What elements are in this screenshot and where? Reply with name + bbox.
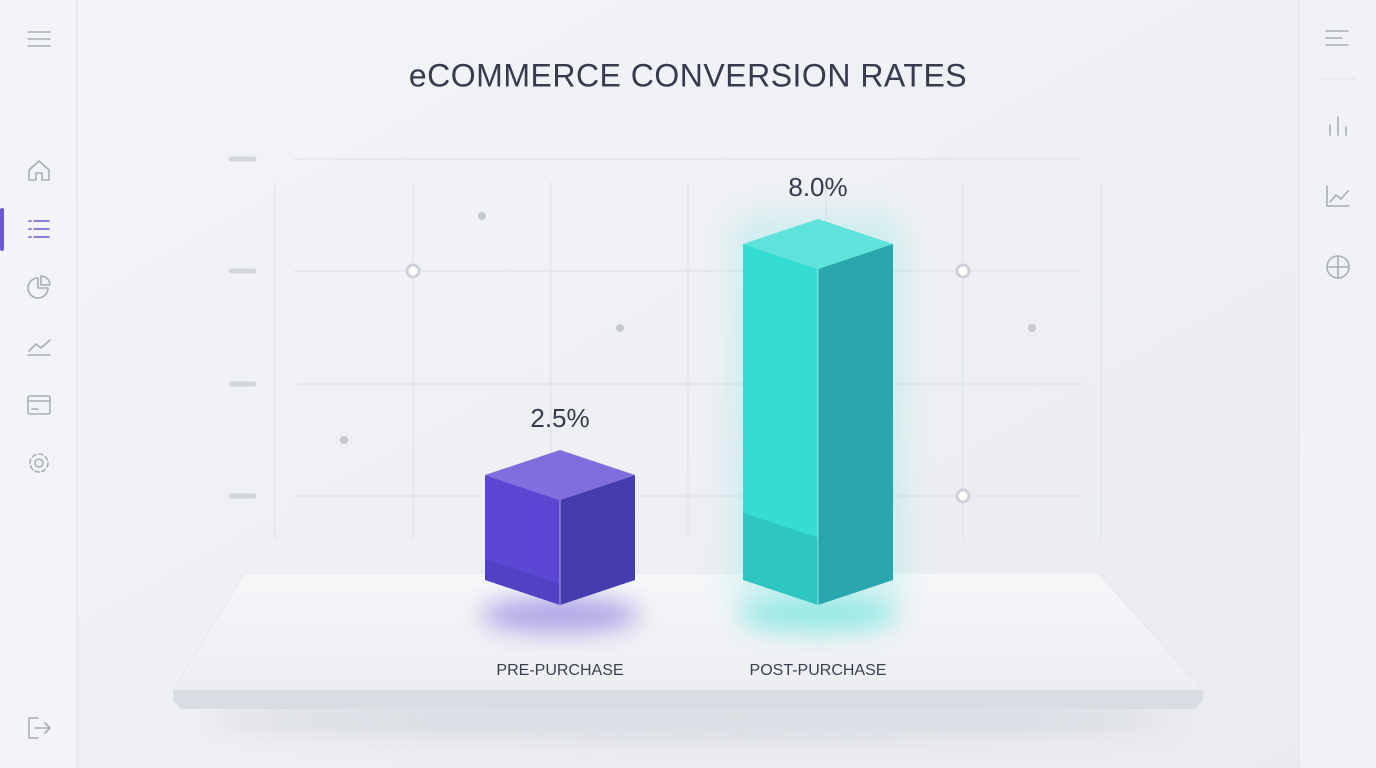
nodes (405, 263, 971, 504)
sidebar-icons[interactable] (27, 31, 51, 739)
axis-dashes (228, 156, 257, 499)
chart-title: eCOMMERCE CONVERSION RATES (409, 57, 967, 93)
bar-left-face (485, 475, 560, 605)
bar-bottom-shade (485, 559, 560, 605)
menu-icon[interactable] (27, 31, 51, 47)
bar-icon[interactable] (1329, 116, 1347, 136)
platform-edge (173, 690, 1203, 709)
align-icon[interactable] (1325, 30, 1349, 46)
list-icon[interactable] (28, 220, 50, 238)
card-icon-line[interactable] (27, 400, 51, 410)
bar-bottom-shade (743, 512, 818, 605)
bar (743, 219, 893, 605)
bar (485, 450, 635, 605)
bar-top-highlight (485, 450, 635, 500)
card-icon[interactable] (27, 395, 51, 415)
value-label: 8.0% (788, 172, 847, 202)
platform (172, 572, 1205, 691)
left-sidebar (0, 0, 77, 768)
right-icons[interactable] (1325, 30, 1350, 279)
pie-icon[interactable] (27, 275, 51, 299)
active-indicator (0, 208, 4, 251)
x-tick-label: PRE-PURCHASE (496, 662, 623, 679)
x-tick-label: POST-PURCHASE (750, 662, 887, 679)
settings-icon-ring[interactable] (29, 453, 49, 473)
bar-top-highlight (743, 219, 893, 269)
home-icon[interactable] (28, 160, 50, 181)
line-icon[interactable] (1326, 185, 1350, 207)
bar-glow (480, 597, 640, 633)
bar-top-face (743, 219, 893, 269)
settings-icon[interactable] (34, 458, 44, 468)
globe-icon-lines[interactable] (1326, 255, 1350, 279)
bar-right-face (818, 244, 893, 605)
value-label: 2.5% (530, 403, 589, 433)
right-sidebar (1299, 0, 1376, 768)
dots (340, 212, 1036, 444)
bar-left-face (743, 244, 818, 605)
bar-right-face (560, 475, 635, 605)
line-icon[interactable] (27, 339, 51, 356)
bars: 2.5% PRE-PURCHASE 8.0% POST-PURCHASE (480, 172, 903, 679)
bar-shade (560, 475, 635, 605)
bar-shade (818, 244, 893, 605)
logout-icon[interactable] (28, 717, 51, 739)
bar-top-face (485, 450, 635, 500)
